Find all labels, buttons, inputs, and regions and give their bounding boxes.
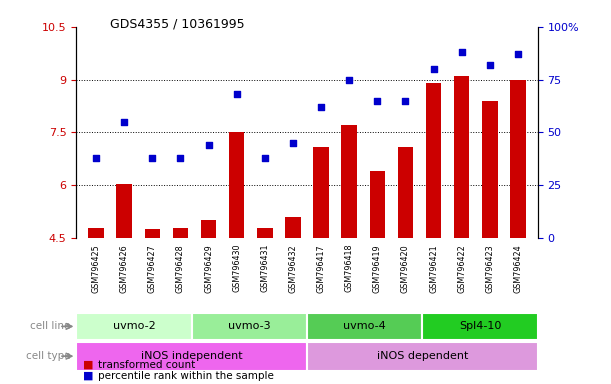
Point	[288, 140, 298, 146]
Bar	[173, 227, 188, 238]
Point	[513, 51, 523, 58]
Text: GSM796421: GSM796421	[429, 244, 438, 293]
Text: GSM796420: GSM796420	[401, 244, 410, 293]
Point	[175, 155, 185, 161]
Point	[401, 98, 411, 104]
Text: GSM796429: GSM796429	[204, 244, 213, 293]
Point	[457, 49, 467, 55]
Text: GSM796422: GSM796422	[457, 244, 466, 293]
Text: GSM796424: GSM796424	[513, 244, 522, 293]
Text: cell type: cell type	[26, 351, 70, 361]
Point	[345, 76, 354, 83]
Text: uvmo-4: uvmo-4	[343, 321, 386, 331]
Point	[260, 155, 269, 161]
Text: uvmo-2: uvmo-2	[112, 321, 155, 331]
Bar	[76, 342, 307, 371]
Point	[429, 66, 439, 72]
Text: GSM796417: GSM796417	[316, 244, 326, 293]
Bar	[285, 217, 301, 238]
Point	[203, 142, 213, 148]
Bar	[307, 313, 422, 340]
Bar	[426, 83, 441, 238]
Bar	[370, 171, 385, 238]
Bar	[454, 76, 469, 238]
Text: iNOS dependent: iNOS dependent	[376, 351, 468, 361]
Text: cell line: cell line	[30, 321, 70, 331]
Text: GSM796427: GSM796427	[148, 244, 157, 293]
Bar	[145, 229, 160, 238]
Text: GSM796425: GSM796425	[92, 244, 101, 293]
Bar	[117, 184, 132, 238]
Text: percentile rank within the sample: percentile rank within the sample	[98, 371, 274, 381]
Text: GSM796431: GSM796431	[260, 244, 269, 293]
Bar	[229, 132, 244, 238]
Bar	[313, 147, 329, 238]
Text: uvmo-3: uvmo-3	[228, 321, 271, 331]
Text: GDS4355 / 10361995: GDS4355 / 10361995	[110, 17, 244, 30]
Point	[147, 155, 157, 161]
Bar	[257, 227, 273, 238]
Text: transformed count: transformed count	[98, 360, 195, 370]
Bar	[398, 147, 413, 238]
Bar	[89, 227, 104, 238]
Text: GSM796432: GSM796432	[288, 244, 298, 293]
Bar	[307, 342, 538, 371]
Text: GSM796419: GSM796419	[373, 244, 382, 293]
Text: GSM796430: GSM796430	[232, 244, 241, 293]
Bar	[76, 313, 192, 340]
Bar	[201, 220, 216, 238]
Text: GSM796418: GSM796418	[345, 244, 354, 293]
Text: Spl4-10: Spl4-10	[459, 321, 501, 331]
Text: GSM796426: GSM796426	[120, 244, 129, 293]
Bar	[192, 313, 307, 340]
Bar	[342, 126, 357, 238]
Point	[316, 104, 326, 110]
Text: ■: ■	[82, 371, 93, 381]
Bar	[422, 313, 538, 340]
Text: iNOS independent: iNOS independent	[141, 351, 243, 361]
Bar	[482, 101, 497, 238]
Point	[119, 119, 129, 125]
Point	[232, 91, 241, 98]
Text: GSM796428: GSM796428	[176, 244, 185, 293]
Point	[91, 155, 101, 161]
Text: ■: ■	[82, 360, 93, 370]
Point	[373, 98, 382, 104]
Point	[485, 62, 495, 68]
Bar	[510, 80, 525, 238]
Text: GSM796423: GSM796423	[485, 244, 494, 293]
